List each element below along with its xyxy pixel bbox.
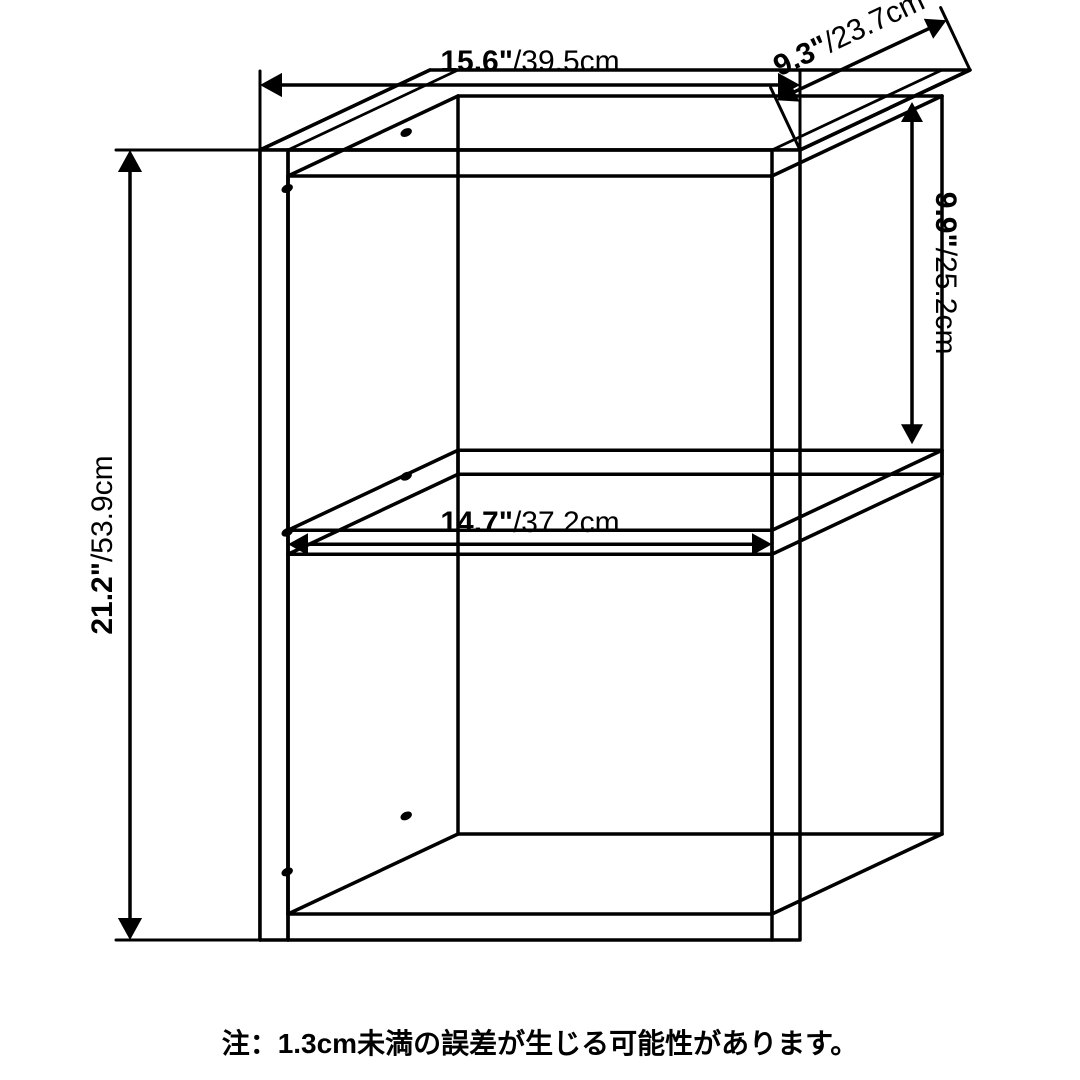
arrowhead (118, 150, 142, 172)
shelf-drawing (260, 70, 970, 940)
inner-width-label: 14.7"/37.2cm (440, 506, 619, 539)
width-label: 15.6"/39.5cm (440, 45, 619, 78)
note-text: 注：1.3cm未満の誤差が生じる可能性があります。 (0, 1022, 1080, 1062)
arrowhead (118, 918, 142, 940)
depth-ext-b (941, 8, 970, 70)
inner-height-label: 9.9"/25.2cm (929, 192, 962, 355)
arrowhead (260, 73, 282, 97)
arrowhead (901, 424, 923, 444)
height-label: 21.2"/53.9cm (86, 455, 119, 634)
